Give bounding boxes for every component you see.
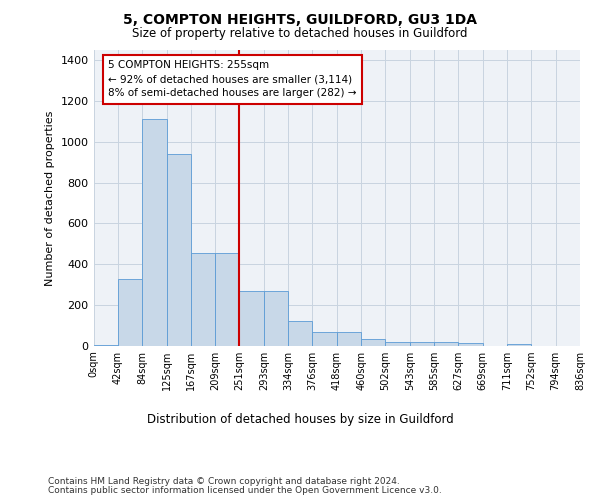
Text: 5, COMPTON HEIGHTS, GUILDFORD, GU3 1DA: 5, COMPTON HEIGHTS, GUILDFORD, GU3 1DA: [123, 12, 477, 26]
Bar: [507, 344, 532, 345]
Bar: [410, 342, 434, 345]
Bar: [215, 253, 239, 346]
Text: Contains public sector information licensed under the Open Government Licence v3: Contains public sector information licen…: [48, 486, 442, 495]
Bar: [337, 332, 361, 345]
Bar: [361, 338, 385, 345]
Text: Distribution of detached houses by size in Guildford: Distribution of detached houses by size …: [146, 412, 454, 426]
Bar: [313, 332, 337, 345]
Bar: [94, 344, 118, 346]
Text: Size of property relative to detached houses in Guildford: Size of property relative to detached ho…: [132, 28, 468, 40]
Bar: [191, 253, 215, 346]
Text: Contains HM Land Registry data © Crown copyright and database right 2024.: Contains HM Land Registry data © Crown c…: [48, 478, 400, 486]
Bar: [167, 154, 191, 346]
Bar: [239, 290, 264, 346]
Bar: [434, 342, 458, 345]
Bar: [264, 290, 288, 346]
Bar: [118, 280, 142, 345]
Bar: [458, 342, 483, 345]
Y-axis label: Number of detached properties: Number of detached properties: [45, 110, 55, 286]
Text: 5 COMPTON HEIGHTS: 255sqm
← 92% of detached houses are smaller (3,114)
8% of sem: 5 COMPTON HEIGHTS: 255sqm ← 92% of detac…: [108, 60, 356, 98]
Bar: [288, 321, 313, 345]
Bar: [142, 120, 167, 346]
Bar: [385, 342, 410, 345]
